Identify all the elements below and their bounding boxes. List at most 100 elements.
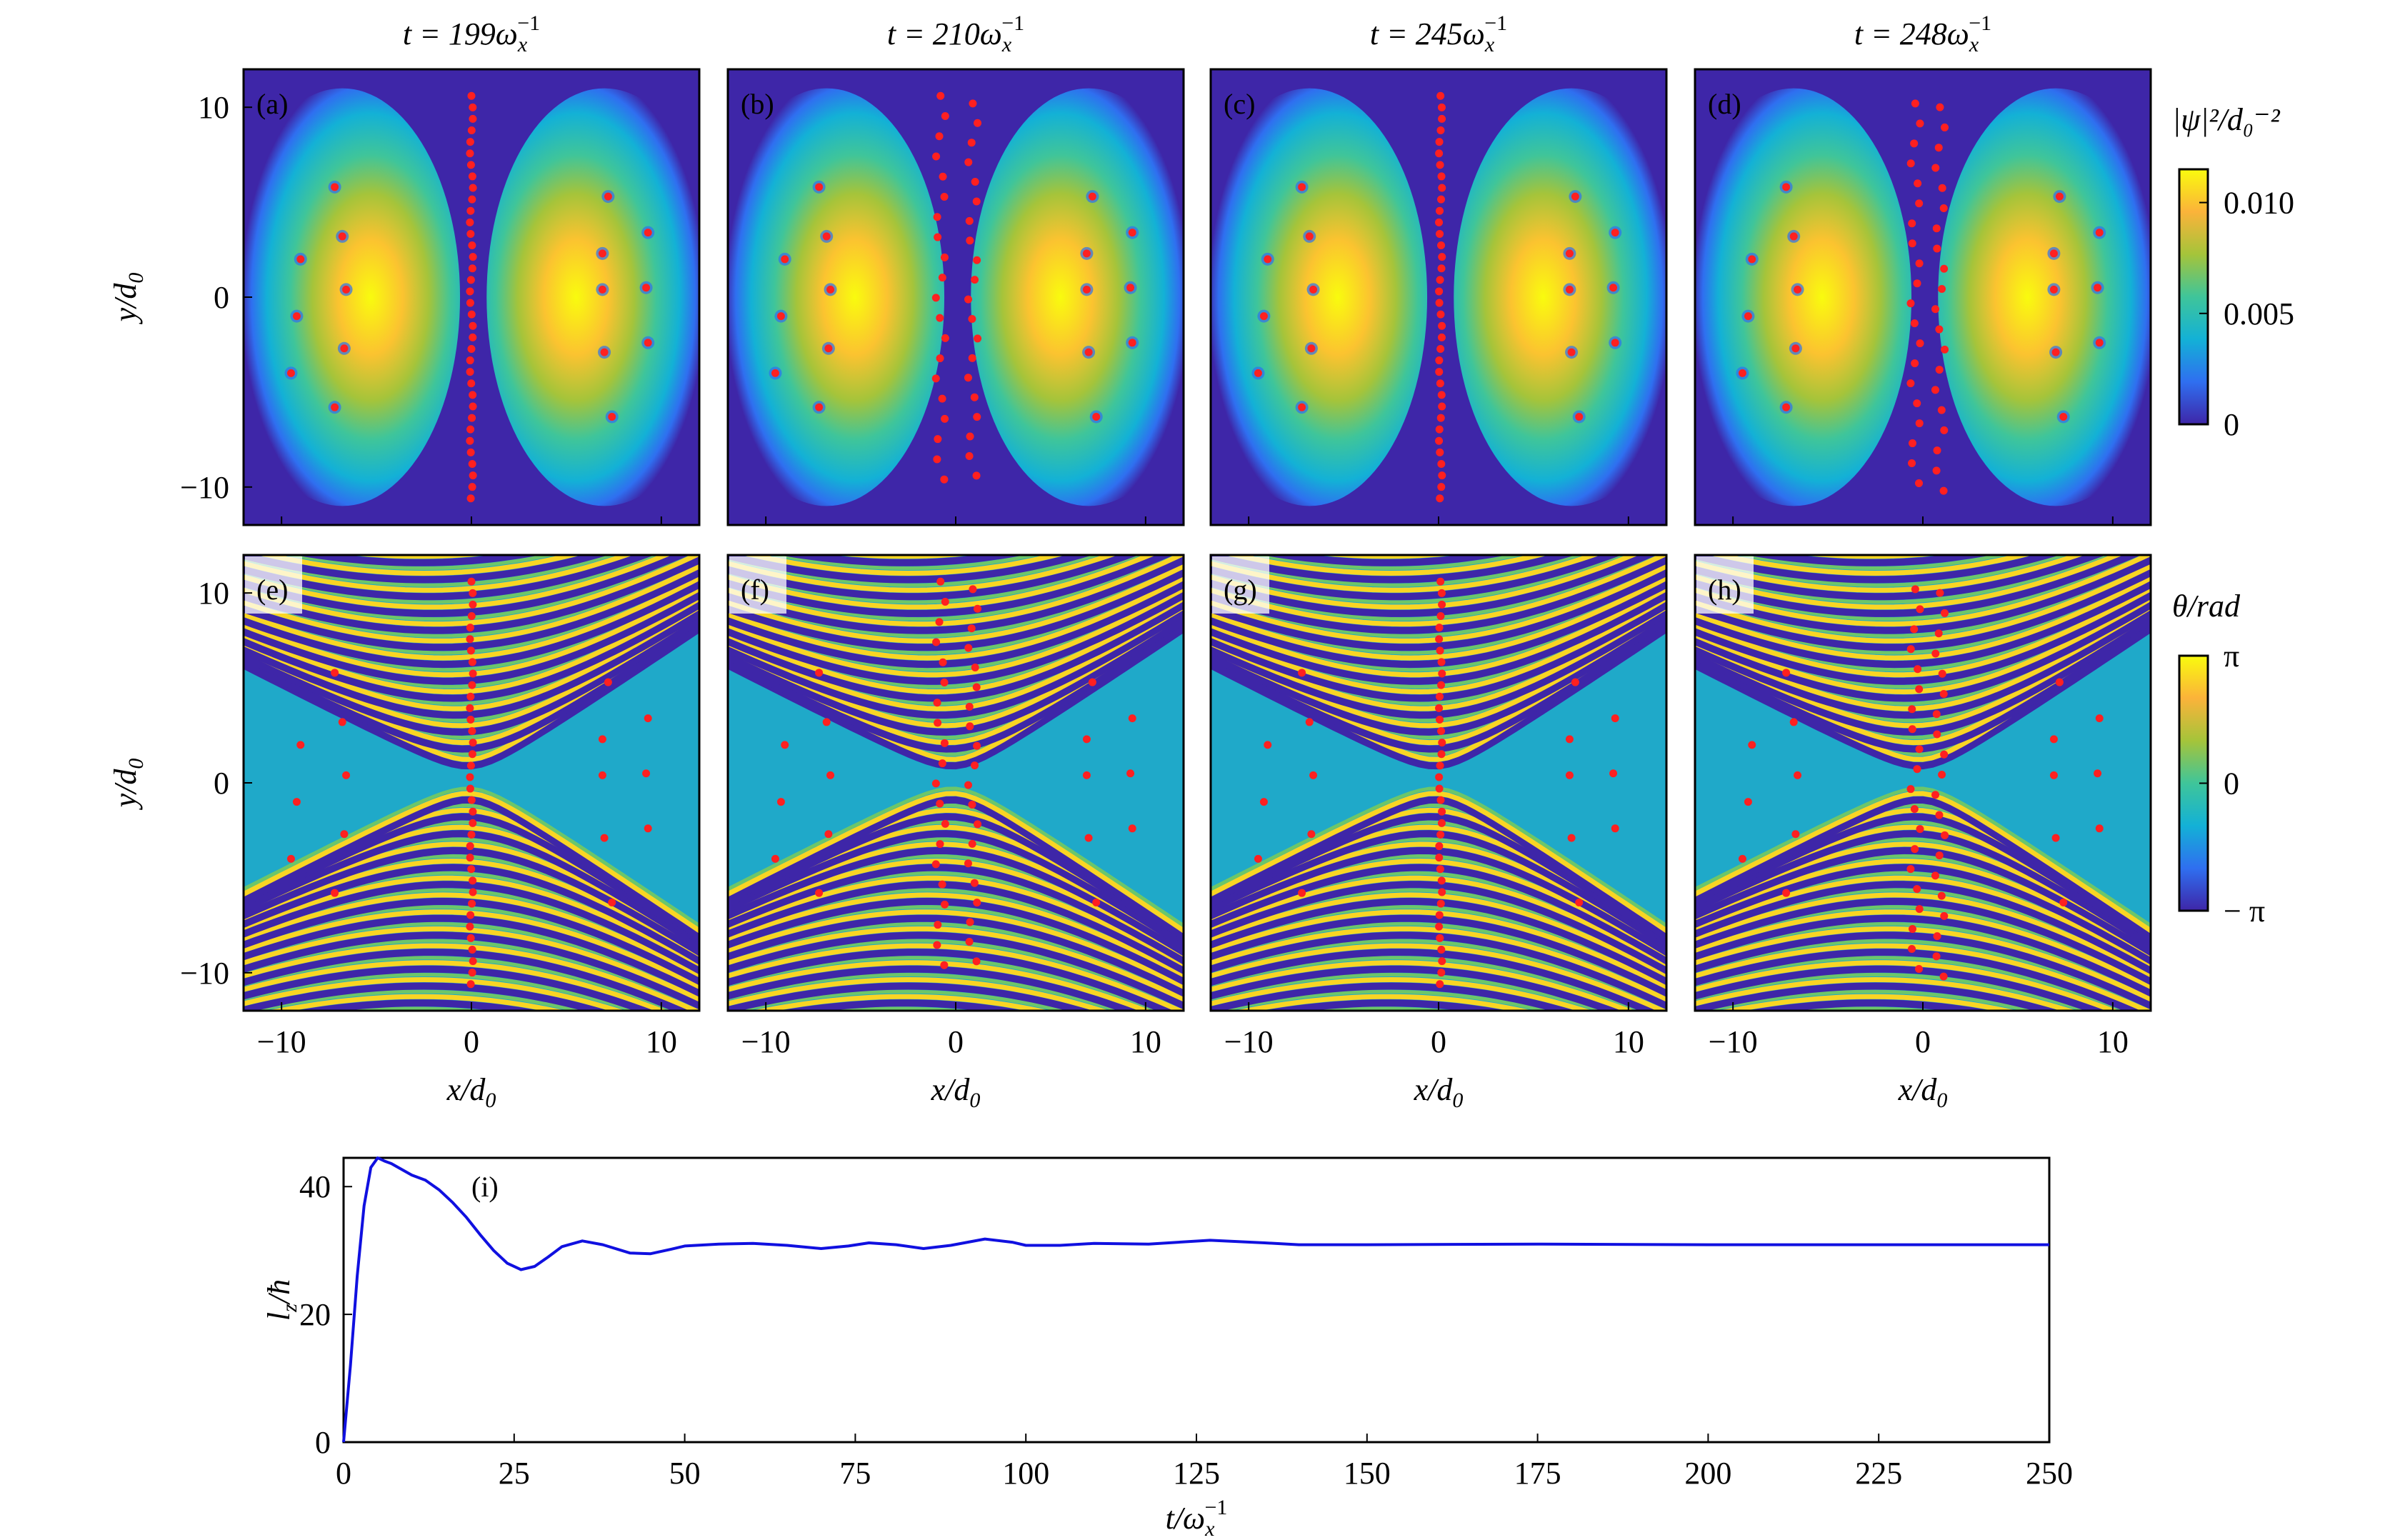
- x-tick-label: 10: [646, 1024, 677, 1059]
- phase-stripe-bright: [1211, 858, 1666, 958]
- vortex-marker: [598, 249, 606, 258]
- vortex-marker: [644, 229, 652, 237]
- vortex-marker: [936, 314, 944, 322]
- phase-stripe-dark: [1211, 591, 1666, 685]
- vortex-marker: [1436, 692, 1444, 701]
- vortex-marker: [1908, 705, 1916, 714]
- vortex-marker: [1794, 285, 1802, 294]
- phase-stripe-bright: [741, 555, 1066, 576]
- vortex-marker: [1611, 714, 1619, 723]
- phase-stripe-bright: [244, 555, 699, 627]
- vortex-marker: [1436, 577, 1445, 586]
- x-tick-label: 10: [1130, 1024, 1161, 1059]
- vortex-marker: [1789, 232, 1798, 241]
- vortex-marker: [1436, 980, 1444, 989]
- vortex-marker: [1436, 865, 1444, 874]
- vortex-marker: [973, 741, 981, 750]
- phase-stripe-dark: [244, 914, 699, 997]
- vortex-marker: [1305, 232, 1314, 241]
- vortex-marker: [931, 374, 940, 383]
- vortex-marker: [1126, 284, 1135, 292]
- vortex-marker: [1082, 285, 1091, 294]
- vortex-marker: [1436, 229, 1444, 238]
- vortex-marker: [644, 339, 652, 347]
- panel-c: (c): [1209, 68, 1668, 526]
- vortex-marker: [468, 658, 476, 666]
- vortex-marker: [1298, 669, 1306, 677]
- vortex-marker: [2049, 771, 2058, 779]
- vortex-marker: [1128, 229, 1136, 237]
- vortex-marker: [466, 218, 474, 226]
- vortex-marker: [644, 714, 652, 723]
- x-tick-label: 0: [1915, 1024, 1931, 1059]
- x-tick-label: 225: [1855, 1456, 1902, 1491]
- phase-stripe-bright: [1695, 926, 2151, 1002]
- phase-stripe-bright: [1695, 575, 2151, 661]
- vortex-marker: [964, 295, 973, 304]
- vortex-marker: [1744, 798, 1752, 806]
- label-backdrop: [245, 556, 302, 614]
- vortex-marker: [936, 840, 944, 849]
- vortex-marker: [342, 285, 351, 294]
- vortex-marker: [466, 448, 475, 456]
- phase-stripe-bright: [728, 555, 1156, 610]
- phase-stripe-dark: [1695, 914, 2151, 997]
- phase-stripe-bright: [1233, 994, 1534, 1011]
- phase-stripe-dark: [244, 949, 690, 1011]
- panel-label: (a): [256, 88, 288, 120]
- vortex-marker: [1941, 831, 1949, 839]
- phase-stripe-mid: [730, 989, 1069, 1011]
- vortex-marker: [1092, 412, 1101, 421]
- vortex-marker: [1436, 310, 1445, 319]
- vortex-marker: [1436, 344, 1445, 353]
- phase-stripe-dark: [1695, 601, 2151, 702]
- vortex-marker: [1438, 888, 1446, 896]
- x-tick-label: 50: [669, 1456, 701, 1491]
- phase-stripe-bright: [244, 791, 699, 934]
- x-tick-label: 10: [2097, 1024, 2129, 1059]
- vortex-marker: [1941, 345, 1949, 354]
- phase-stripe-mid: [719, 1110, 1194, 1160]
- phase-stripe-dark: [244, 591, 699, 685]
- vortex-marker: [822, 718, 831, 726]
- colorbar: [2178, 168, 2209, 426]
- phase-stripe-mid: [1695, 555, 2069, 587]
- vortex-marker: [1794, 771, 1802, 779]
- x-tick-label: 0: [336, 1456, 351, 1491]
- phase-stripe-dark: [728, 555, 1094, 584]
- phase-stripe-mid: [1211, 972, 1606, 1011]
- vortex-marker: [1913, 399, 1921, 408]
- vortex-marker: [296, 741, 305, 749]
- vortex-marker: [936, 577, 945, 586]
- vortex-marker: [967, 624, 976, 633]
- vortex-marker: [1940, 264, 1949, 273]
- panel-title: t = 245ωx−1: [1370, 11, 1507, 56]
- vortex-marker: [940, 253, 949, 261]
- vortex-marker: [966, 236, 974, 245]
- phase-stripe-dark: [1201, 1104, 1676, 1155]
- vortex-marker: [971, 761, 979, 770]
- phase-stripe-dark: [1211, 982, 1576, 1011]
- vortex-marker: [469, 669, 477, 678]
- vortex-marker: [1437, 945, 1446, 954]
- x-tick-label: 250: [2026, 1456, 2073, 1491]
- phase-stripe-dark: [728, 624, 1184, 770]
- vortex-marker: [1915, 905, 1924, 914]
- vortex-marker: [1931, 305, 1940, 314]
- vortex-marker: [1309, 285, 1318, 294]
- phase-stripe-dark: [1695, 591, 2151, 685]
- phase-stripe-bright: [1695, 875, 2151, 967]
- vortex-marker: [1932, 224, 1941, 233]
- phase-stripe-bright: [728, 976, 1111, 1011]
- vortex-marker: [1911, 845, 1919, 854]
- vortex-marker: [469, 957, 477, 966]
- phase-stripe-dark: [728, 621, 1184, 753]
- vortex-marker: [1436, 899, 1445, 908]
- vortex-marker: [1436, 934, 1444, 942]
- vortex-marker: [1931, 791, 1940, 799]
- vortex-marker: [973, 899, 981, 907]
- vortex-marker: [468, 969, 476, 977]
- vortex-marker: [331, 403, 339, 411]
- vortex-marker: [296, 255, 305, 264]
- vortex-marker: [600, 834, 609, 842]
